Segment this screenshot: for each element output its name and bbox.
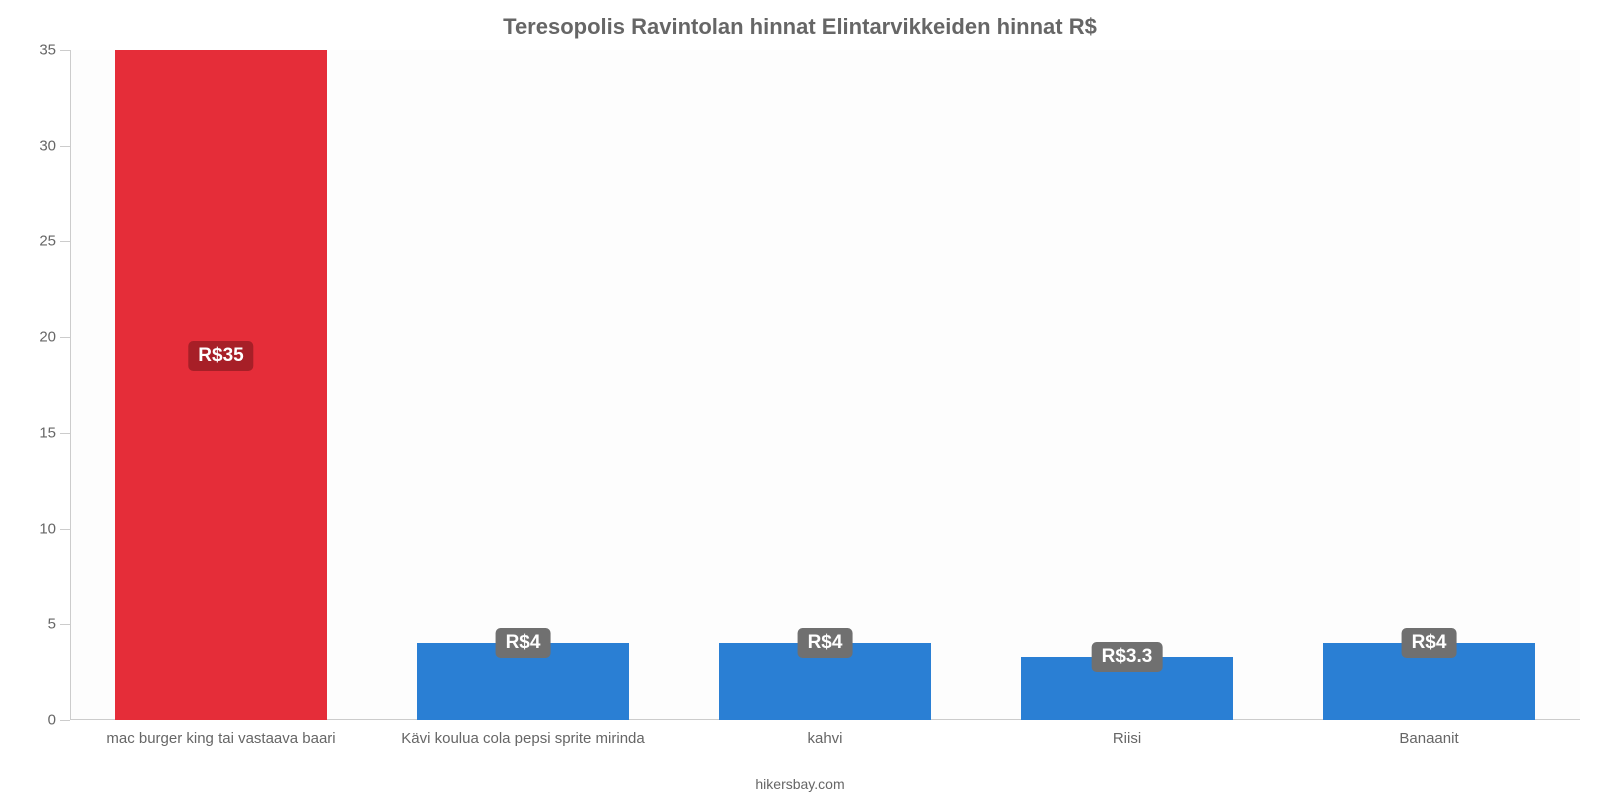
x-tick-label: Riisi xyxy=(1113,730,1141,747)
x-tick-label: Banaanit xyxy=(1399,730,1458,747)
value-badge: R$4 xyxy=(798,628,853,658)
y-tick-label: 35 xyxy=(39,42,56,59)
plot-area: 05101520253035R$35mac burger king tai va… xyxy=(70,50,1580,720)
y-tick xyxy=(60,337,70,338)
y-tick xyxy=(60,624,70,625)
y-tick xyxy=(60,241,70,242)
value-badge: R$3.3 xyxy=(1092,642,1163,672)
y-tick xyxy=(60,529,70,530)
credit-text: hikersbay.com xyxy=(0,776,1600,792)
y-tick-label: 20 xyxy=(39,329,56,346)
x-tick-label: kahvi xyxy=(807,730,842,747)
value-badge: R$4 xyxy=(1402,628,1457,658)
y-tick-label: 5 xyxy=(48,616,56,633)
y-tick-label: 25 xyxy=(39,233,56,250)
chart-title: Teresopolis Ravintolan hinnat Elintarvik… xyxy=(0,14,1600,40)
y-tick-label: 0 xyxy=(48,712,56,729)
bar xyxy=(115,50,326,720)
value-badge: R$4 xyxy=(496,628,551,658)
y-tick-label: 10 xyxy=(39,520,56,537)
x-tick-label: Kävi koulua cola pepsi sprite mirinda xyxy=(401,730,644,747)
y-tick xyxy=(60,50,70,51)
value-badge: R$35 xyxy=(188,341,253,371)
y-tick-label: 30 xyxy=(39,137,56,154)
y-tick xyxy=(60,720,70,721)
chart-container: Teresopolis Ravintolan hinnat Elintarvik… xyxy=(0,0,1600,800)
y-axis-line xyxy=(70,50,71,720)
y-tick xyxy=(60,146,70,147)
x-tick-label: mac burger king tai vastaava baari xyxy=(106,730,335,747)
y-tick xyxy=(60,433,70,434)
y-tick-label: 15 xyxy=(39,424,56,441)
